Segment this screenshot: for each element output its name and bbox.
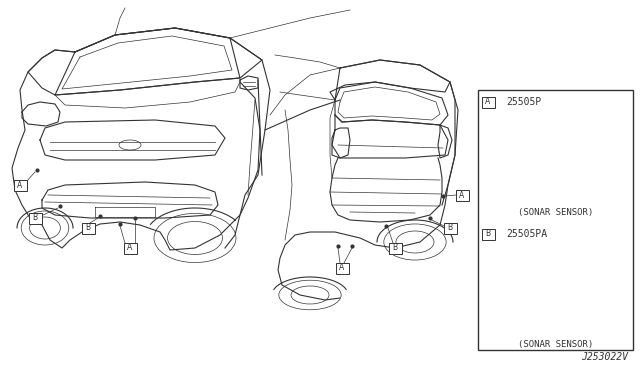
Ellipse shape	[549, 263, 552, 266]
Text: (SONAR SENSOR): (SONAR SENSOR)	[518, 340, 593, 349]
Bar	[29, 212, 42, 224]
Bar	[81, 222, 95, 234]
Ellipse shape	[549, 134, 552, 137]
Bar	[478, 90, 633, 350]
Bar	[124, 243, 136, 253]
Text: A: A	[460, 190, 465, 199]
Text: 25505P: 25505P	[506, 97, 541, 107]
Bar	[547, 278, 557, 284]
Text: J253022V: J253022V	[581, 352, 628, 362]
Bar	[481, 96, 495, 108]
Bar	[444, 222, 456, 234]
Bar	[481, 228, 495, 240]
Bar	[547, 150, 557, 156]
Text: (SONAR SENSOR): (SONAR SENSOR)	[518, 208, 593, 217]
Text: 25505PA: 25505PA	[506, 229, 547, 239]
Text: B: B	[485, 230, 491, 238]
Bar	[456, 189, 468, 201]
Bar	[547, 138, 555, 156]
Text: B: B	[392, 244, 397, 253]
Text: A: A	[17, 180, 22, 189]
Text: B: B	[33, 214, 38, 222]
Bar	[13, 180, 26, 190]
Text: A: A	[127, 244, 132, 253]
Text: A: A	[339, 263, 344, 273]
Text: B: B	[85, 224, 91, 232]
Text: B: B	[447, 224, 452, 232]
Bar	[388, 243, 401, 253]
Bar	[547, 266, 555, 284]
Bar	[335, 263, 349, 273]
Text: A: A	[485, 97, 491, 106]
